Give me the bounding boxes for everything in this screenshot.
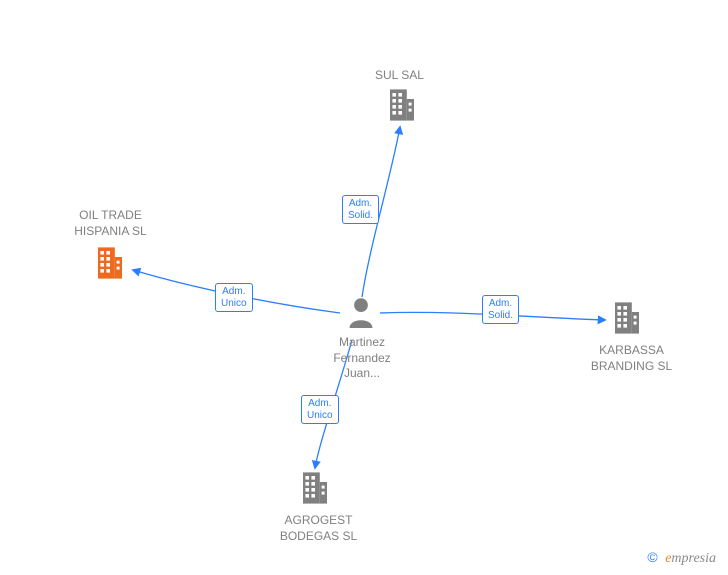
- edge-label-sul: Adm. Solid.: [342, 195, 379, 224]
- building-icon: [300, 470, 330, 506]
- node-agrogest[interactable]: [300, 470, 330, 506]
- node-agrogest-label: AGROGEST BODEGAS SL: [276, 513, 361, 544]
- watermark-rest: mpresia: [671, 551, 716, 566]
- node-oil[interactable]: [95, 245, 125, 281]
- node-sul[interactable]: [387, 87, 417, 123]
- building-icon: [612, 300, 642, 336]
- building-icon: [387, 87, 417, 123]
- edges-layer: [0, 0, 728, 575]
- edge-label-karbassa: Adm. Solid.: [482, 295, 519, 324]
- edge-label-agrogest: Adm. Unico: [301, 395, 339, 424]
- watermark: © empresia: [647, 549, 716, 567]
- node-karbassa[interactable]: [612, 300, 642, 336]
- node-sul-label: SUL SAL: [375, 68, 424, 84]
- node-oil-label: OIL TRADE HISPANIA SL: [63, 208, 158, 239]
- edge-label-oil: Adm. Unico: [215, 283, 253, 312]
- person-icon: [347, 296, 375, 328]
- building-icon: [95, 245, 125, 281]
- copyright-symbol: ©: [647, 549, 657, 565]
- person-label: Martinez Fernandez Juan...: [327, 335, 397, 382]
- node-karbassa-label: KARBASSA BRANDING SL: [584, 343, 679, 374]
- person-node[interactable]: [347, 296, 375, 328]
